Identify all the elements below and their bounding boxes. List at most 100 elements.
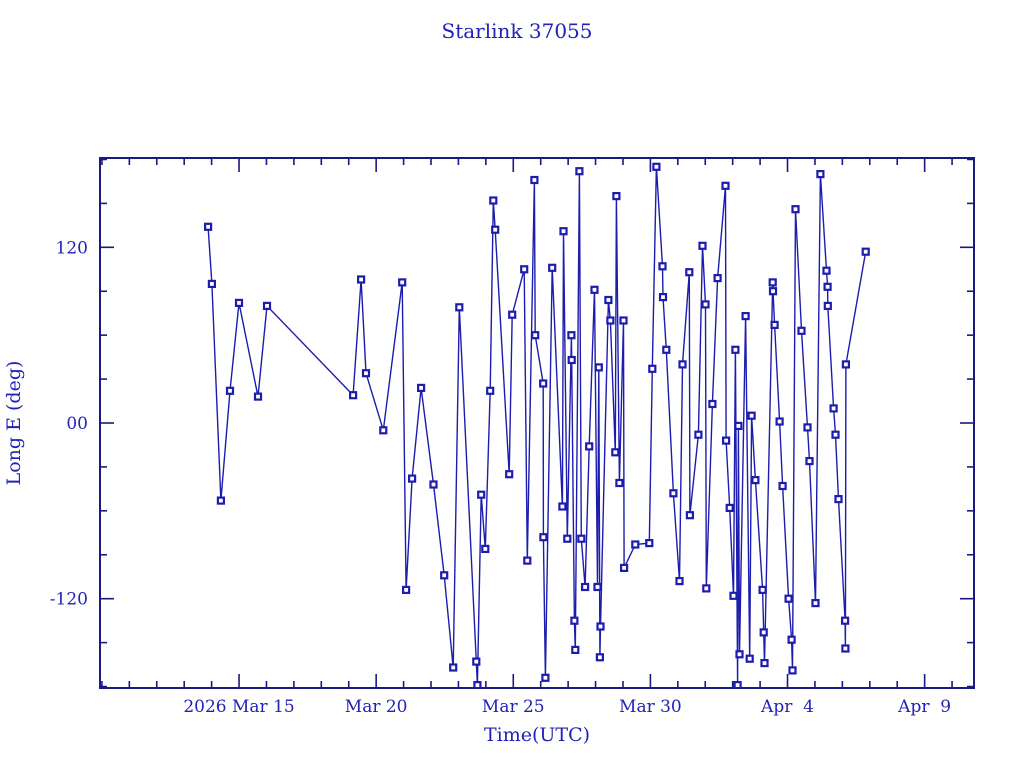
- y-tick-label: 120: [56, 238, 88, 258]
- data-point-marker: [729, 591, 738, 600]
- data-point-marker: [645, 538, 654, 548]
- data-point-marker: [713, 274, 722, 283]
- data-point-marker: [759, 628, 768, 637]
- data-point-marker: [491, 225, 500, 234]
- data-point-marker: [822, 266, 831, 275]
- data-point-marker: [408, 474, 417, 483]
- data-point-marker: [520, 265, 529, 274]
- data-point-marker: [349, 391, 358, 400]
- data-point-marker: [531, 331, 540, 340]
- data-point-marker: [823, 282, 832, 291]
- data-series-layer: [204, 162, 870, 688]
- data-point-marker: [486, 386, 495, 395]
- data-series: [204, 162, 870, 688]
- data-point-marker: [253, 392, 263, 401]
- data-point-marker: [791, 205, 800, 214]
- data-point-marker: [735, 650, 744, 659]
- data-point-marker: [745, 654, 754, 663]
- data-point-marker: [861, 247, 870, 256]
- data-point-marker: [449, 663, 458, 672]
- data-point-marker: [539, 533, 548, 542]
- data-point-marker: [204, 222, 213, 231]
- data-point-marker: [788, 666, 797, 675]
- data-point-marker: [829, 404, 838, 413]
- data-point-marker: [831, 430, 840, 439]
- data-point-marker: [747, 411, 756, 420]
- data-point-marker: [834, 495, 843, 504]
- y-tick-label: 00: [66, 414, 88, 434]
- data-point-marker: [678, 360, 687, 369]
- data-point-marker: [698, 241, 707, 250]
- data-point-marker: [567, 355, 576, 365]
- data-point-marker: [440, 571, 449, 580]
- data-point-marker: [823, 301, 832, 310]
- data-point-marker: [606, 316, 615, 325]
- data-point-marker: [615, 478, 624, 488]
- x-tick-label: Mar 30: [619, 697, 682, 717]
- data-point-marker: [570, 616, 579, 625]
- data-point-marker: [563, 534, 572, 543]
- data-point-marker: [784, 594, 793, 603]
- data-point-marker: [604, 295, 613, 305]
- data-point-marker: [770, 320, 779, 329]
- data-point-marker: [455, 303, 464, 312]
- data-point-marker: [702, 584, 711, 593]
- data-point-marker: [768, 278, 777, 287]
- data-point-marker: [541, 673, 550, 682]
- data-point-marker: [721, 436, 731, 445]
- data-point-marker: [619, 316, 628, 325]
- data-point-marker: [811, 598, 820, 608]
- x-axis-title: Time(UTC): [484, 724, 590, 746]
- data-point-marker: [595, 653, 605, 662]
- data-point-marker: [548, 263, 557, 272]
- data-point-marker: [619, 563, 629, 573]
- data-point-marker: [731, 345, 740, 354]
- data-point-marker: [530, 175, 539, 185]
- data-point-marker: [768, 287, 778, 296]
- x-tick-label: Mar 20: [345, 697, 408, 717]
- x-tick-label: 2026 Mar 15: [183, 697, 294, 717]
- data-point-marker: [733, 680, 742, 688]
- data-point-marker: [216, 496, 225, 505]
- data-point-marker: [481, 544, 490, 554]
- data-point-marker: [539, 379, 548, 388]
- data-point-marker: [816, 170, 825, 179]
- data-point-marker: [593, 582, 602, 592]
- y-tick-label: -120: [50, 590, 88, 610]
- data-point-marker: [559, 227, 568, 236]
- data-point-marker: [596, 622, 605, 631]
- data-point-marker: [725, 503, 734, 512]
- data-point-marker: [775, 417, 784, 426]
- data-point-marker: [648, 364, 657, 373]
- data-point-marker: [567, 331, 576, 340]
- data-point-marker: [594, 363, 603, 372]
- x-tick-label: Mar 25: [482, 697, 545, 717]
- x-tick-label: Apr 4: [760, 697, 814, 717]
- data-point-marker: [585, 442, 594, 451]
- data-point-marker: [580, 582, 590, 592]
- data-point-marker: [508, 310, 517, 319]
- data-point-marker: [489, 196, 498, 205]
- data-point-marker: [701, 300, 710, 309]
- data-point-marker: [234, 298, 244, 307]
- axes-layer: 2026 Mar 15 Mar 20 Mar 25 Mar 30 Apr 4 Apr 9 1…: [50, 157, 975, 717]
- data-point-marker: [225, 386, 235, 395]
- data-point-marker: [473, 680, 482, 688]
- data-point-marker: [472, 657, 481, 666]
- data-point-marker: [611, 448, 620, 457]
- data-point-marker: [787, 635, 796, 644]
- data-point-marker: [741, 312, 750, 321]
- data-point-marker: [361, 369, 371, 378]
- data-point-marker: [612, 192, 621, 201]
- data-point-marker: [841, 360, 851, 369]
- data-point-marker: [840, 616, 850, 625]
- data-point-marker: [778, 481, 787, 491]
- data-point-marker: [734, 421, 743, 430]
- data-point-marker: [477, 490, 486, 499]
- data-point-marker: [577, 534, 586, 543]
- y-axis-title: Long E (deg): [3, 361, 25, 486]
- data-point-marker: [708, 399, 717, 409]
- data-point-marker: [685, 511, 695, 520]
- data-point-marker: [379, 426, 388, 435]
- data-point-marker: [760, 658, 769, 668]
